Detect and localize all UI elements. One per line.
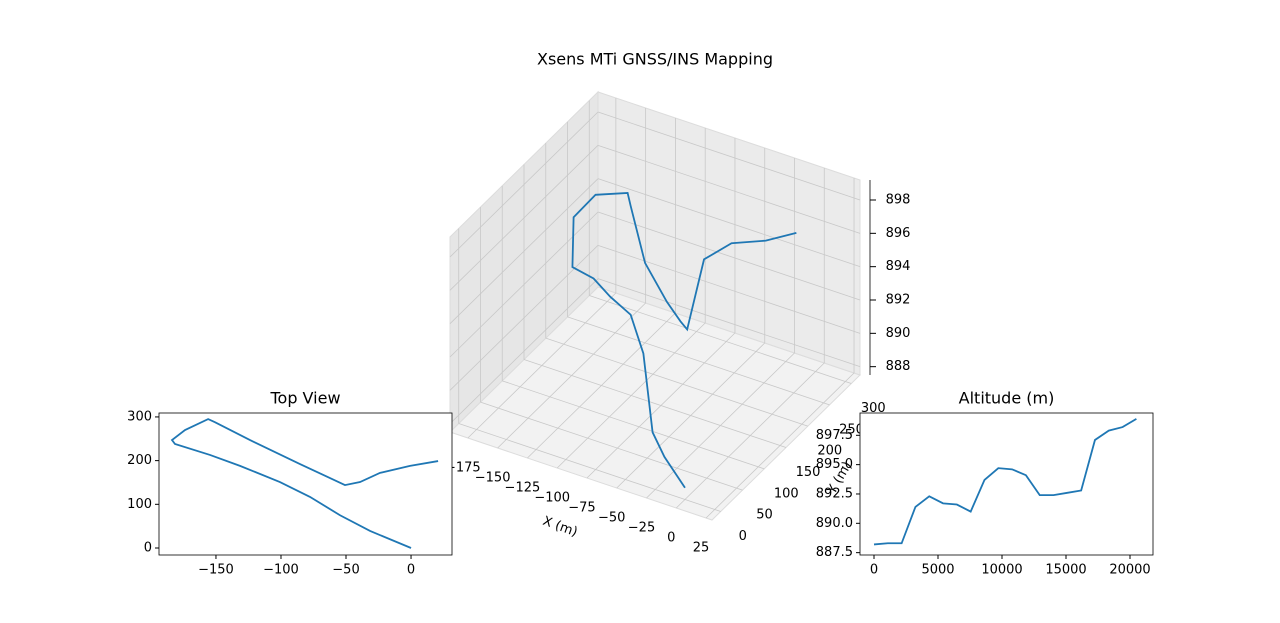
y-tick-label: 0	[739, 529, 747, 544]
x-tick-label: −100	[534, 491, 570, 506]
grid-line	[449, 245, 599, 391]
grid-line	[567, 316, 830, 406]
x-tick-label: −75	[568, 501, 595, 516]
x-tick-label: −125	[505, 481, 541, 496]
y-tick-label: 250	[839, 422, 864, 437]
z-tick-label: 896	[886, 226, 911, 241]
x-tick-label: −150	[475, 471, 511, 486]
grid-line	[449, 111, 599, 258]
x-tick-label: 15000	[1045, 563, 1086, 578]
y-tick-label: 887.5	[816, 545, 853, 560]
grid-line	[480, 401, 743, 491]
z-tick-label: 894	[886, 259, 911, 274]
grid-line	[545, 337, 808, 427]
y-tick-label: 200	[817, 444, 842, 459]
y-tick-label: 890.0	[816, 516, 853, 531]
y-tick-label: 100	[774, 486, 799, 501]
z-tick-label: 888	[886, 359, 911, 374]
grid-line	[502, 380, 765, 470]
x-tick-label: −50	[598, 511, 625, 526]
x-tick-label: 0	[870, 563, 878, 578]
data-line	[873, 418, 1137, 546]
plot-area	[158, 412, 453, 556]
y-tick-label: 895.0	[816, 457, 853, 472]
subplot-title: Altitude (m)	[959, 389, 1055, 408]
x-tick-label: 25	[693, 541, 710, 556]
z-tick-label: 892	[886, 293, 911, 308]
y-tick-label: 150	[796, 465, 821, 480]
x-axis-label: X (m)	[541, 514, 580, 540]
trajectory-line	[571, 191, 797, 489]
grid-line	[597, 178, 861, 268]
y-tick-label: 0	[144, 541, 152, 556]
grid-line	[597, 144, 861, 234]
x-tick-label: −25	[628, 521, 655, 536]
grid-line	[449, 178, 599, 324]
chart-title: Xsens MTi GNSS/INS Mapping	[537, 50, 773, 69]
x-tick-label: 20000	[1109, 563, 1150, 578]
x-tick-label: 0	[407, 563, 415, 578]
grid-line	[597, 211, 861, 301]
grid-line	[597, 111, 861, 201]
x-tick-label: 5000	[921, 563, 954, 578]
y-tick-label: 100	[127, 497, 152, 512]
grid-line	[523, 359, 787, 448]
grid-line	[449, 145, 599, 291]
x-tick-label: 0	[667, 531, 675, 546]
grid-line	[597, 278, 861, 368]
y-tick-label: 300	[127, 409, 152, 424]
y-tick-label: 897.5	[816, 428, 853, 443]
x-tick-label: −175	[445, 461, 481, 476]
z-tick-label: 898	[886, 193, 911, 208]
y-tick-label: 200	[127, 453, 152, 468]
z-tick-label: 890	[886, 326, 911, 341]
x-tick-label: 10000	[981, 563, 1022, 578]
grid-line	[589, 295, 852, 384]
grid-line	[458, 423, 721, 512]
plot-area	[859, 412, 1154, 556]
subplot-title: Top View	[269, 389, 340, 408]
x-tick-label: −100	[263, 563, 299, 578]
y-tick-label: 50	[756, 508, 773, 523]
grid-line	[449, 278, 599, 424]
y-tick-label: 300	[861, 401, 886, 416]
x-tick-label: −150	[198, 563, 234, 578]
grid-line	[597, 244, 861, 334]
y-tick-label: 892.5	[816, 486, 853, 501]
x-tick-label: −50	[332, 563, 359, 578]
data-line	[170, 418, 439, 549]
